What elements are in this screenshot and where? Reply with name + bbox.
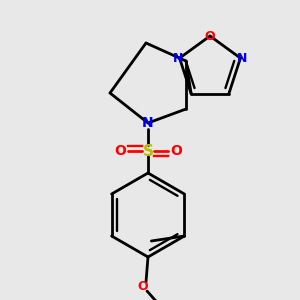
Text: O: O bbox=[138, 280, 148, 293]
Text: O: O bbox=[114, 144, 126, 158]
Text: O: O bbox=[170, 144, 182, 158]
Text: O: O bbox=[205, 29, 215, 43]
Text: S: S bbox=[142, 143, 154, 158]
Text: N: N bbox=[172, 52, 183, 64]
Text: N: N bbox=[142, 116, 154, 130]
Text: N: N bbox=[237, 52, 248, 64]
